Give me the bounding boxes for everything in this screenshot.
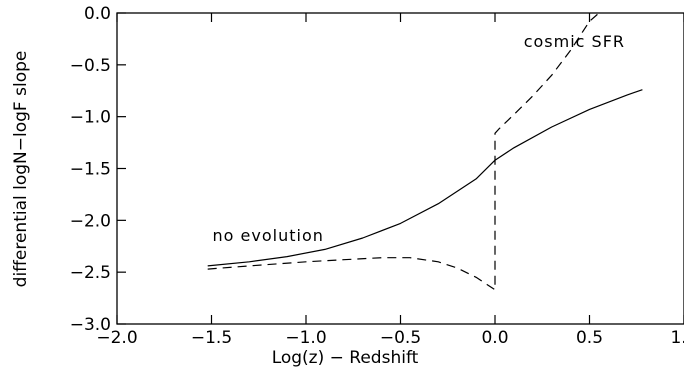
annotations: cosmic SFR no evolution xyxy=(213,32,625,245)
x-tick-label: −0.5 xyxy=(380,328,421,348)
x-tick-label: −2.0 xyxy=(96,328,137,348)
y-tick-label: −3.0 xyxy=(70,315,111,335)
series-lines xyxy=(207,12,643,291)
y-tick-label: −2.0 xyxy=(70,211,111,231)
x-tick-label: 1.0 xyxy=(670,328,684,348)
x-axis-title: Log(z) − Redshift xyxy=(272,348,419,368)
plot-frame xyxy=(116,12,684,325)
y-tick-labels: 0.0 −0.5 −1.0 −1.5 −2.0 −2.5 −3.0 xyxy=(70,4,111,335)
x-tick-label: 0.0 xyxy=(481,328,508,348)
series-line-dashed xyxy=(207,12,600,291)
y-axis-title: differential logN−logF slope xyxy=(11,51,31,288)
x-tick-label: 0.5 xyxy=(576,328,603,348)
y-tick-label: −2.5 xyxy=(70,263,111,283)
x-tick-label: −1.5 xyxy=(191,328,232,348)
x-tick-label: −1.0 xyxy=(285,328,326,348)
y-tick-label: −1.0 xyxy=(70,108,111,128)
x-tick-labels: −2.0 −1.5 −1.0 −0.5 0.0 0.5 1.0 xyxy=(96,328,684,348)
annotation-label: no evolution xyxy=(213,226,324,245)
axis-ticks xyxy=(116,12,684,325)
y-tick-label: −1.5 xyxy=(70,160,111,180)
y-tick-label: −0.5 xyxy=(70,56,111,76)
annotation-label: cosmic SFR xyxy=(524,32,625,51)
series-line-solid xyxy=(207,89,643,267)
y-tick-label: 0.0 xyxy=(84,4,111,24)
